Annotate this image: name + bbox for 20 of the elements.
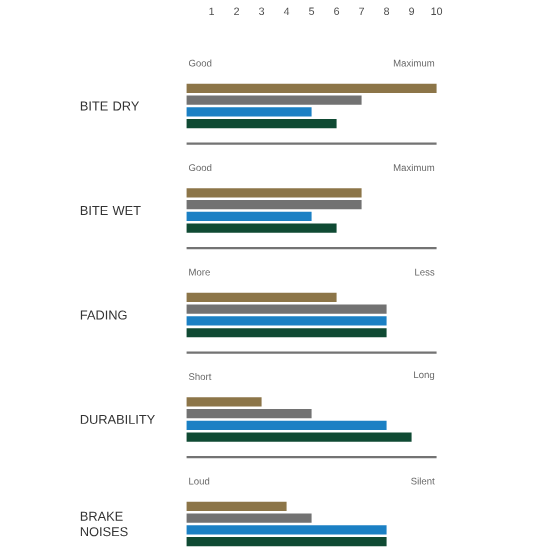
bar	[186, 420, 387, 431]
bar	[186, 304, 387, 314]
bar	[186, 223, 337, 233]
bar	[186, 501, 287, 511]
bar	[186, 537, 387, 547]
bar	[186, 95, 362, 105]
bar	[186, 83, 437, 93]
bar	[186, 316, 387, 326]
bar	[186, 513, 312, 523]
bar	[186, 200, 362, 210]
bar	[186, 107, 312, 117]
bar	[186, 397, 262, 407]
bar	[186, 328, 387, 338]
bar	[186, 188, 362, 198]
bar	[186, 525, 387, 535]
bar	[186, 211, 312, 222]
bar	[186, 292, 337, 302]
bar	[186, 119, 337, 129]
bar	[186, 409, 312, 419]
bar	[186, 432, 412, 442]
